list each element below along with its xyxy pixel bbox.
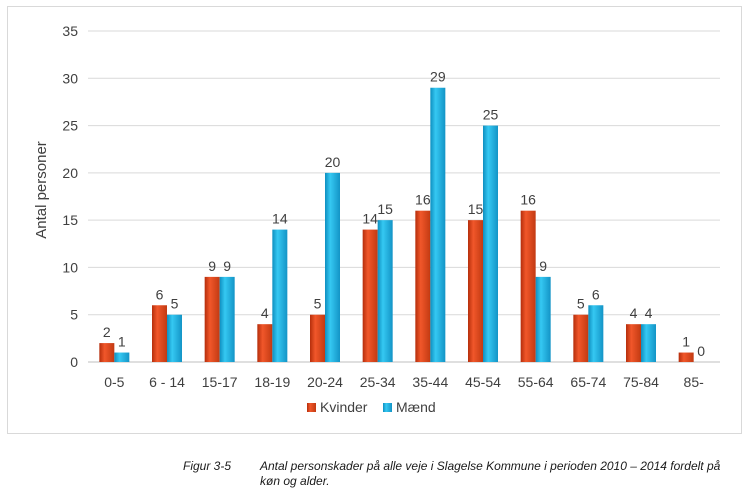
bar-kvinder [573, 314, 589, 362]
bar-maend [272, 229, 288, 362]
data-label: 20 [325, 154, 341, 170]
data-label: 29 [430, 69, 446, 85]
bar-maend [219, 276, 235, 362]
bar-maend [641, 324, 656, 362]
x-tick-label: 55-64 [518, 374, 554, 390]
x-tick-label: 45-54 [465, 374, 501, 390]
bar-kvinder [468, 220, 483, 362]
y-tick-label: 30 [62, 70, 78, 86]
chart-frame: 0 5 10 15 20 25 30 35 2 1 6 5 9 9 4 14 5 20 14 15 16 29 15 25 1… [7, 6, 742, 434]
bar-kvinder [152, 305, 167, 362]
x-axis-ticks: 0-5 6 - 14 15-17 18-19 20-24 25-34 35-44 45-54 5… [104, 374, 704, 390]
y-tick-label: 5 [70, 307, 78, 323]
bar-maend [377, 220, 393, 362]
bar-kvinder [626, 324, 641, 362]
legend-swatch-maend [383, 403, 392, 412]
x-tick-label: 35-44 [412, 374, 448, 390]
y-tick-label: 20 [62, 165, 78, 181]
bar-maend [588, 305, 604, 362]
x-tick-label: 0-5 [104, 374, 124, 390]
bar-kvinder [99, 343, 115, 362]
legend-label-kvinder: Kvinder [320, 399, 368, 415]
bar-kvinder [204, 276, 220, 362]
data-label: 4 [630, 305, 638, 321]
data-label: 5 [577, 296, 585, 312]
bar-kvinder [257, 324, 273, 362]
gridlines [88, 30, 720, 363]
data-label: 16 [520, 192, 536, 208]
data-label: 6 [156, 286, 164, 302]
legend-swatch-kvinder [307, 403, 316, 412]
data-label: 4 [645, 305, 653, 321]
x-tick-label: 15-17 [202, 374, 238, 390]
legend: Kvinder Mænd [307, 399, 436, 415]
bar-maend [167, 314, 182, 362]
bar-kvinder [362, 229, 378, 362]
legend-label-maend: Mænd [396, 399, 436, 415]
bar-maend [114, 352, 130, 362]
data-label: 14 [362, 211, 378, 227]
data-label: 16 [415, 192, 431, 208]
y-tick-label: 35 [62, 23, 78, 39]
data-label: 6 [592, 286, 600, 302]
bar-kvinder [310, 314, 325, 362]
x-tick-label: 65-74 [570, 374, 606, 390]
y-axis-ticks: 0 5 10 15 20 25 30 35 [62, 23, 78, 370]
x-tick-label: 85- [684, 374, 705, 390]
data-label: 5 [314, 296, 322, 312]
data-label: 0 [697, 343, 705, 359]
y-tick-label: 15 [62, 212, 78, 228]
data-label: 4 [261, 305, 269, 321]
bar-kvinder [520, 210, 536, 362]
bar-maend [325, 172, 340, 362]
data-label: 9 [208, 258, 216, 274]
data-label: 15 [468, 201, 484, 217]
data-label: 2 [103, 324, 111, 340]
data-label: 14 [272, 211, 288, 227]
x-tick-label: 20-24 [307, 374, 343, 390]
bar-maend [430, 87, 446, 362]
bar-kvinder [415, 210, 431, 362]
x-tick-label: 25-34 [360, 374, 396, 390]
y-tick-label: 25 [62, 118, 78, 134]
y-tick-label: 0 [70, 354, 78, 370]
data-label: 25 [483, 107, 499, 123]
x-tick-label: 18-19 [254, 374, 290, 390]
x-tick-label: 6 - 14 [149, 374, 185, 390]
data-label: 1 [682, 334, 690, 350]
data-label: 1 [118, 334, 126, 350]
y-tick-label: 10 [62, 259, 78, 275]
caption-number: Figur 3-5 [183, 459, 232, 473]
caption-text: Antal personskader på alle veje i Slagel… [260, 459, 721, 488]
bar-kvinder [678, 352, 694, 362]
data-label: 5 [171, 296, 179, 312]
bar-maend [535, 276, 551, 362]
data-label: 9 [539, 258, 547, 274]
data-label: 15 [377, 201, 393, 217]
x-tick-label: 75-84 [623, 374, 659, 390]
bar-maend [483, 125, 498, 362]
y-axis-title: Antal personer [33, 141, 50, 239]
data-label: 9 [223, 258, 231, 274]
